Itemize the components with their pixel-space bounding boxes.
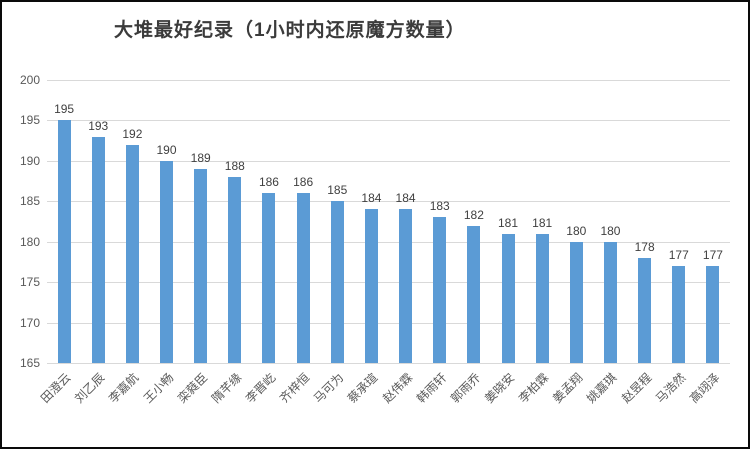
bar-赵伟霖 bbox=[399, 209, 413, 363]
bar-姜晓安 bbox=[501, 233, 515, 363]
bar-马浩然 bbox=[672, 265, 686, 363]
y-axis-tick-190: 190 bbox=[19, 153, 40, 168]
x-axis-label-text: 田澄云 bbox=[38, 370, 74, 406]
x-axis-label-text: 马浩然 bbox=[652, 370, 689, 406]
x-axis-label-text: 姚嘉琪 bbox=[584, 370, 620, 406]
bar-田澄云 bbox=[57, 120, 71, 363]
data-label-王小畅: 190 bbox=[156, 142, 177, 157]
gridline-165 bbox=[47, 363, 730, 364]
data-label-赵伟霖: 184 bbox=[395, 191, 416, 206]
bar-栾蕤臣 bbox=[194, 168, 208, 363]
data-label-齐梓恒: 186 bbox=[293, 175, 314, 190]
x-axis-label-text: 姜晓安 bbox=[481, 370, 518, 406]
x-axis-label-text: 赵伟霖 bbox=[379, 370, 415, 406]
gridline-200 bbox=[47, 80, 730, 81]
data-label-高翊泽: 177 bbox=[702, 247, 723, 262]
data-label-郭雨乔: 182 bbox=[463, 207, 484, 222]
x-axis-label-text: 蔡承瑄 bbox=[345, 370, 381, 406]
x-axis-label-text: 姜孟翔 bbox=[550, 370, 586, 406]
bar-高翊泽 bbox=[706, 265, 720, 363]
data-label-蔡承瑄: 184 bbox=[361, 191, 382, 206]
x-axis-label-text: 韩雨轩 bbox=[413, 370, 450, 406]
bar-马可为 bbox=[330, 201, 344, 363]
x-axis-label-text: 隋芊缘 bbox=[208, 370, 245, 406]
data-label-田澄云: 195 bbox=[54, 102, 75, 117]
y-axis-tick-185: 185 bbox=[19, 194, 40, 209]
data-label-姜晓安: 181 bbox=[498, 215, 519, 230]
gridline-190 bbox=[47, 160, 730, 162]
data-label-赵昱程: 178 bbox=[634, 239, 655, 254]
data-label-栾蕤臣: 189 bbox=[190, 150, 211, 165]
gridline-175 bbox=[47, 282, 730, 284]
data-label-李晋屹: 186 bbox=[258, 175, 279, 190]
x-axis-label-text: 郭雨乔 bbox=[447, 370, 484, 406]
x-axis-label-text: 栾蕤臣 bbox=[174, 370, 210, 406]
data-label-李嘉航: 192 bbox=[122, 126, 143, 141]
plot-area: 195 田澄云 193 刘乙辰 192 李嘉航 190 王小畅 189 栾蕤臣 188 隋芊缘 186 李… bbox=[38, 80, 730, 406]
bar-郭雨乔 bbox=[467, 225, 481, 363]
data-label-隋芊缘: 188 bbox=[224, 159, 245, 174]
bar-刘乙辰 bbox=[91, 136, 105, 363]
y-axis-tick-175: 175 bbox=[19, 275, 40, 290]
gridline-185 bbox=[47, 201, 730, 203]
bar-蔡承瑄 bbox=[364, 209, 378, 363]
data-label-姜孟翔: 180 bbox=[566, 223, 587, 238]
gridline-180 bbox=[47, 241, 730, 243]
x-axis-label-text: 刘乙辰 bbox=[72, 370, 108, 406]
bar-姜孟翔 bbox=[569, 241, 583, 363]
y-axis-tick-195: 195 bbox=[19, 113, 40, 128]
gridline-195 bbox=[47, 120, 730, 122]
x-axis-label-text: 马可为 bbox=[311, 370, 347, 406]
bar-隋芊缘 bbox=[228, 177, 242, 363]
bar-李柏霖 bbox=[535, 233, 549, 363]
gridline-170 bbox=[47, 322, 730, 324]
bar-赵昱程 bbox=[638, 257, 652, 363]
bar-姚嘉琪 bbox=[603, 241, 617, 363]
data-label-韩雨轩: 183 bbox=[429, 199, 450, 214]
x-axis-label-text: 高翊泽 bbox=[686, 370, 723, 406]
y-axis-tick-200: 200 bbox=[19, 73, 40, 87]
bar-李嘉航 bbox=[125, 144, 139, 363]
x-axis-label-text: 赵昱程 bbox=[618, 370, 654, 406]
data-label-李柏霖: 181 bbox=[532, 215, 553, 230]
data-label-马浩然: 177 bbox=[668, 247, 689, 262]
data-label-姚嘉琪: 180 bbox=[600, 223, 621, 238]
bar-韩雨轩 bbox=[433, 217, 447, 363]
y-axis-tick-165: 165 bbox=[19, 356, 40, 370]
x-axis-label-text: 李柏霖 bbox=[516, 370, 552, 406]
y-axis-tick-170: 170 bbox=[19, 315, 40, 330]
bar-王小畅 bbox=[160, 160, 174, 363]
x-axis-label-text: 王小畅 bbox=[140, 370, 176, 406]
chart-title: 大堆最好纪录（1小时内还原魔方数量） bbox=[114, 20, 466, 41]
bar-李晋屹 bbox=[262, 193, 276, 363]
data-label-马可为: 185 bbox=[327, 183, 348, 198]
x-axis-label-text: 李晋屹 bbox=[242, 370, 279, 406]
x-axis-label-text: 齐梓恒 bbox=[277, 370, 313, 406]
y-axis-tick-180: 180 bbox=[19, 234, 40, 249]
data-label-刘乙辰: 193 bbox=[88, 118, 109, 133]
bar-齐梓恒 bbox=[296, 193, 310, 363]
x-axis-label-text: 李嘉航 bbox=[106, 370, 142, 406]
